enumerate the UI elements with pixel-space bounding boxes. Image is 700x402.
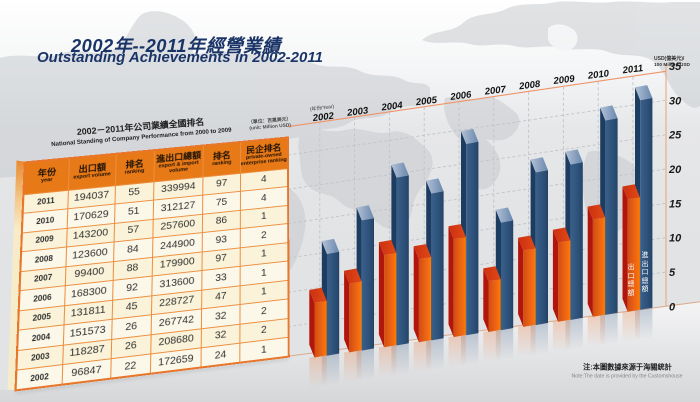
svg-text:注:本圖數據來源于海關統計: 注:本圖數據來源于海關統計 xyxy=(583,363,672,372)
svg-text:2007: 2007 xyxy=(483,84,507,98)
svg-text:Note:The date is provided by t: Note:The date is provided by the Customs… xyxy=(571,374,682,380)
svg-text:5: 5 xyxy=(669,267,676,279)
svg-text:2011: 2011 xyxy=(621,63,644,77)
svg-text:2009: 2009 xyxy=(552,73,576,87)
svg-text:0: 0 xyxy=(669,301,676,313)
svg-text:2006: 2006 xyxy=(449,89,473,103)
svg-text:(年份/Year): (年份/Year) xyxy=(309,103,334,113)
svg-text:2010: 2010 xyxy=(586,68,610,82)
svg-text:2008: 2008 xyxy=(518,79,542,93)
svg-text:2003: 2003 xyxy=(346,105,370,119)
svg-text:35: 35 xyxy=(669,61,682,73)
svg-text:100 Million USD: 100 Million USD xyxy=(654,62,691,68)
svg-text:10: 10 xyxy=(669,233,682,245)
svg-text:2005: 2005 xyxy=(414,95,438,109)
svg-text:2002: 2002 xyxy=(311,111,335,125)
svg-text:2004: 2004 xyxy=(380,100,404,114)
svg-text:15: 15 xyxy=(669,198,682,210)
svg-text:30: 30 xyxy=(669,95,682,107)
svg-text:25: 25 xyxy=(668,130,682,142)
svg-text:USD(億美元)/: USD(億美元)/ xyxy=(654,55,685,62)
svg-text:20: 20 xyxy=(668,164,682,176)
